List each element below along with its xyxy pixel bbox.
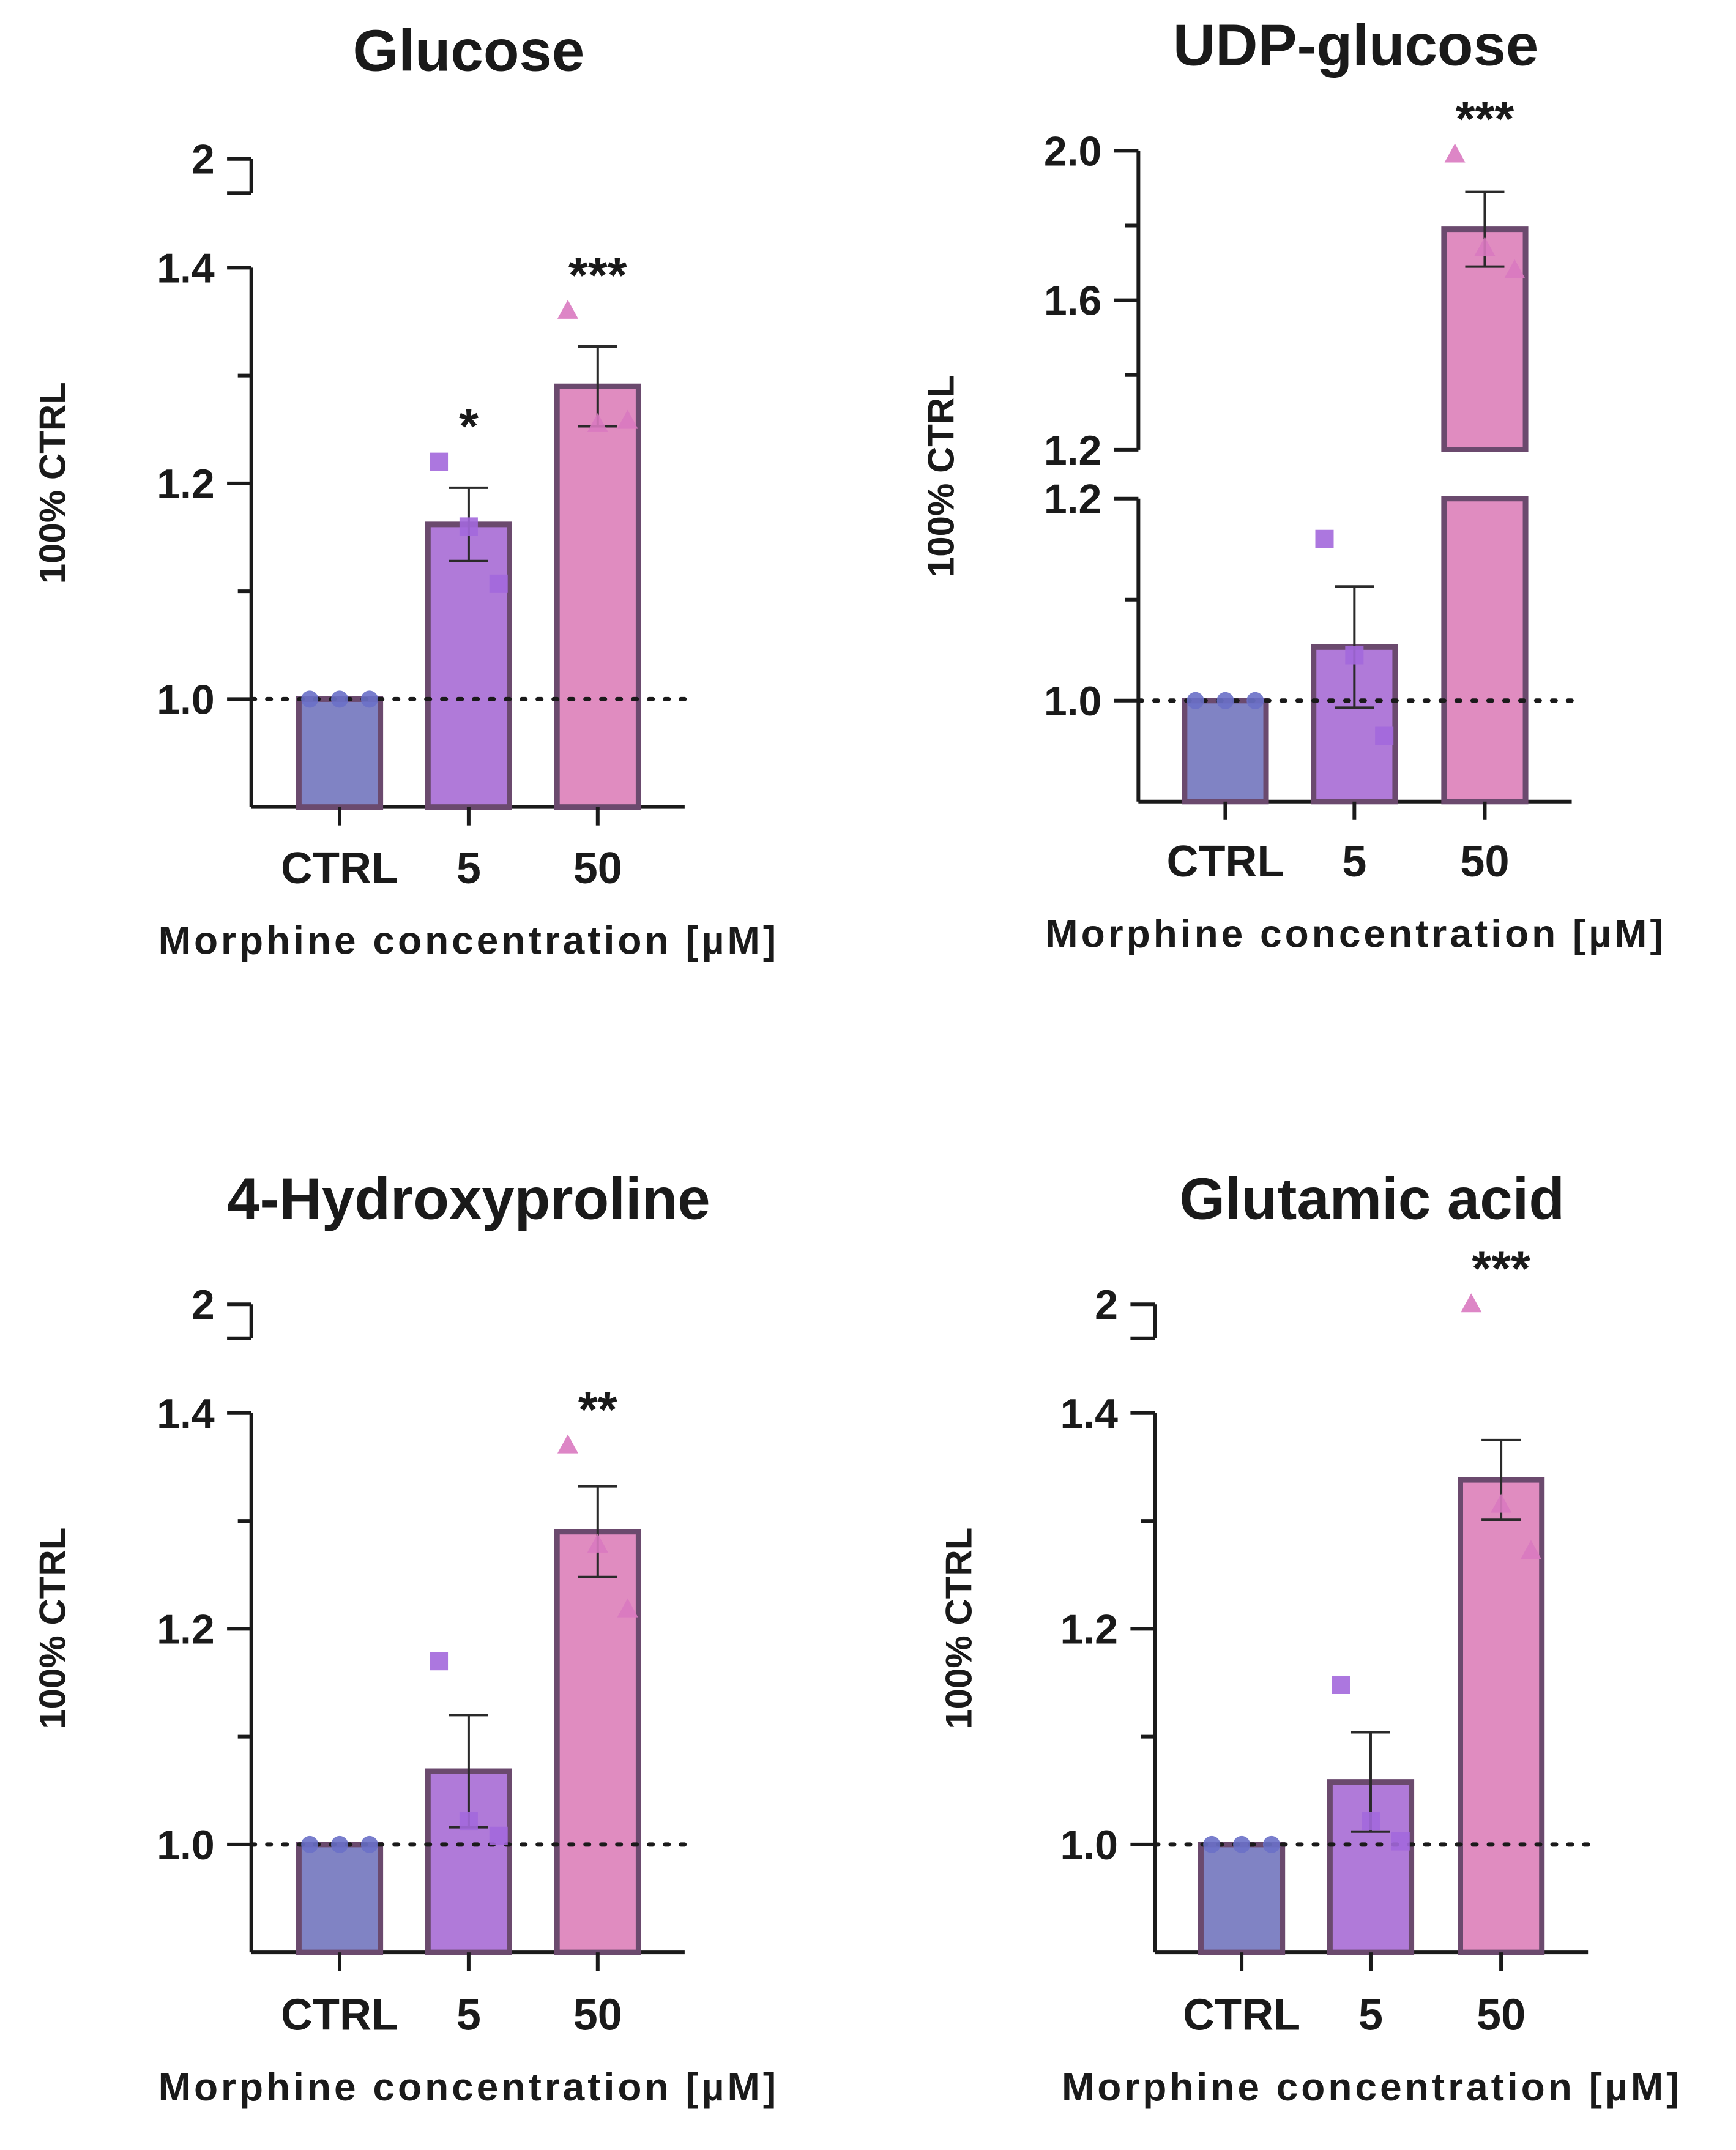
data-point-triangle <box>617 409 638 429</box>
chart-title: Glutamic acid <box>1179 1166 1565 1231</box>
y-tick-label: 1.0 <box>157 1822 215 1868</box>
data-point-triangle <box>557 299 578 319</box>
y-tick-label: 2 <box>192 1282 215 1328</box>
y-tick-label: 1.2 <box>157 1606 215 1652</box>
data-point-circle <box>1203 1835 1221 1853</box>
data-point-circle <box>301 690 319 708</box>
x-tick-label: 50 <box>573 844 622 893</box>
bar <box>296 696 384 810</box>
data-point-square <box>430 452 449 471</box>
data-point-triangle <box>1520 1540 1541 1559</box>
data-point-circle <box>1246 692 1264 709</box>
x-tick-label: 50 <box>1477 1991 1526 2040</box>
data-point-square <box>1315 529 1334 548</box>
data-point-triangle <box>1491 1493 1512 1513</box>
y-tick-label: 1.2 <box>157 461 215 507</box>
data-point-circle <box>1216 692 1234 709</box>
y-tick-label: 2.0 <box>1044 128 1102 174</box>
chart-title: 4-Hydroxyproline <box>227 1166 710 1231</box>
data-point-circle <box>360 690 378 708</box>
data-point-circle <box>1233 1835 1251 1853</box>
chart-panel-2: UDP-glucose 100% CTRL 1.0 1.21.2 1.6 2.0 CTRL 5… <box>920 13 1666 956</box>
y-tick-label: 2 <box>192 136 215 183</box>
bar <box>1441 496 1529 805</box>
x-tick-label: CTRL <box>1183 1991 1300 2040</box>
x-tick-label: CTRL <box>281 1991 398 2040</box>
significance-label: * <box>459 399 479 455</box>
x-tick-label: 50 <box>573 1991 622 2040</box>
bar <box>1182 698 1269 805</box>
chart-panel-4: Glutamic acid 100% CTRL 2 1.0 1.2 1.4 CTRL 5 50 *… <box>938 1166 1683 2109</box>
y-tick-label: 1.4 <box>1060 1390 1118 1437</box>
y-tick-label: 2 <box>1095 1282 1118 1328</box>
y-tick-label: 1.4 <box>157 1390 215 1437</box>
data-point-square <box>1361 1812 1380 1831</box>
significance-label: *** <box>1456 92 1514 147</box>
bar <box>554 1529 641 1955</box>
data-point-circle <box>1187 692 1204 709</box>
x-tick-label: 5 <box>1342 837 1366 886</box>
y-tick-label: 1.4 <box>157 245 215 291</box>
x-tick-label: 5 <box>1358 1991 1383 2040</box>
x-axis-label: Morphine concentration [µM] <box>1045 911 1666 955</box>
data-point-square <box>489 1826 508 1845</box>
data-point-square <box>489 574 508 593</box>
data-point-square <box>1391 1832 1410 1851</box>
axis-break-gap <box>1439 452 1531 496</box>
bar <box>425 521 512 810</box>
data-point-circle <box>301 1835 319 1853</box>
data-point-triangle <box>1504 259 1526 278</box>
x-axis-label: Morphine concentration [µM] <box>158 918 780 962</box>
x-tick-label: CTRL <box>1166 837 1284 886</box>
y-axis-label: 100% CTRL <box>938 1528 979 1730</box>
bar <box>1198 1842 1286 1955</box>
y-axis-label: 100% CTRL <box>920 375 961 577</box>
data-point-square <box>1332 1675 1350 1694</box>
data-point-triangle <box>587 1533 608 1553</box>
significance-label: ** <box>578 1383 617 1438</box>
significance-label: *** <box>1472 1241 1530 1297</box>
y-tick-label: 1.0 <box>1044 678 1102 725</box>
y-axis-label: 100% CTRL <box>32 1528 73 1730</box>
x-tick-label: 50 <box>1460 837 1509 886</box>
chart-panel-3: 4-Hydroxyproline 100% CTRL 2 1.0 1.2 1.4 CTRL 5… <box>32 1166 780 2109</box>
chart-title: UDP-glucose <box>1173 13 1538 78</box>
data-point-triangle <box>617 1598 638 1618</box>
y-tick-label: 1.6 <box>1044 278 1102 324</box>
bar <box>296 1842 384 1955</box>
x-axis-label: Morphine concentration [µM] <box>158 2065 780 2109</box>
data-point-square <box>459 1812 478 1831</box>
x-tick-label: 5 <box>456 1991 481 2040</box>
y-tick-label: 1.2 <box>1044 427 1102 474</box>
significance-label: *** <box>568 248 627 304</box>
data-point-circle <box>360 1835 378 1853</box>
data-point-triangle <box>557 1434 578 1454</box>
data-point-circle <box>331 690 348 708</box>
data-point-square <box>459 517 478 536</box>
y-tick-label: 1.2 <box>1060 1606 1118 1652</box>
data-point-square <box>430 1652 449 1671</box>
data-point-triangle <box>1474 237 1496 256</box>
data-point-triangle <box>1461 1293 1482 1313</box>
y-tick-label: 1.2 <box>1044 476 1102 523</box>
x-axis-label: Morphine concentration [µM] <box>1062 2065 1683 2109</box>
data-point-triangle <box>587 412 608 432</box>
data-point-square <box>1345 646 1364 665</box>
x-tick-label: CTRL <box>281 844 398 893</box>
data-point-square <box>1375 726 1394 745</box>
y-tick-label: 1.0 <box>157 676 215 723</box>
data-point-circle <box>1262 1835 1280 1853</box>
data-point-triangle <box>1444 143 1466 163</box>
y-tick-label: 1.0 <box>1060 1822 1118 1868</box>
y-axis-label: 100% CTRL <box>32 382 73 584</box>
x-tick-label: 5 <box>456 844 481 893</box>
bar <box>554 383 641 810</box>
data-point-circle <box>331 1835 348 1853</box>
chart-title: Glucose <box>353 18 585 83</box>
